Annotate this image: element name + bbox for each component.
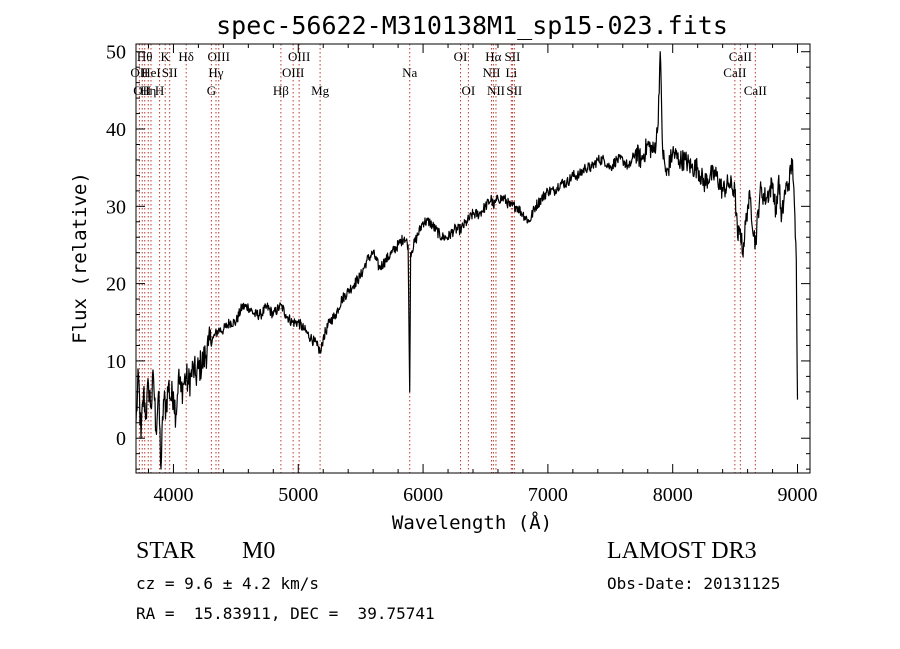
line-label-2: Hθ bbox=[137, 49, 153, 64]
line-label-15: Mg bbox=[311, 83, 330, 98]
line-label-1: OII bbox=[133, 83, 151, 98]
object-subclass: M0 bbox=[242, 538, 276, 564]
line-label-25: CaII bbox=[723, 65, 746, 80]
x-tick-label-5: 9000 bbox=[778, 484, 818, 506]
spectral-line-markers bbox=[138, 44, 756, 473]
ra-dec: RA = 15.83911, DEC = 39.75741 bbox=[136, 604, 435, 623]
line-label-7: SII bbox=[162, 65, 178, 80]
line-label-10: Hγ bbox=[208, 65, 223, 80]
line-label-3: Hη bbox=[140, 83, 156, 98]
line-label-17: OI bbox=[454, 49, 468, 64]
line-label-4: HeI bbox=[141, 65, 161, 80]
line-label-27: CaII bbox=[744, 83, 767, 98]
line-label-18: OI bbox=[462, 83, 476, 98]
line-label-9: G bbox=[207, 83, 216, 98]
line-label-19: NII bbox=[482, 65, 500, 80]
y-tick-label-4: 40 bbox=[106, 119, 126, 141]
flux-series-line bbox=[135, 51, 799, 470]
line-label-14: OIII bbox=[288, 49, 310, 64]
line-label-8: Hδ bbox=[178, 49, 194, 64]
line-label-20: Hα bbox=[485, 49, 501, 64]
y-axis-label: Flux (relative) bbox=[69, 172, 91, 344]
survey-name: LAMOST DR3 bbox=[607, 538, 757, 564]
observation-date: Obs-Date: 20131125 bbox=[607, 574, 781, 593]
line-label-6: K bbox=[161, 49, 171, 64]
x-axis-ticks: 4000 5000 6000 7000 8000 9000 bbox=[147, 44, 818, 506]
line-label-11: OIII bbox=[208, 49, 230, 64]
line-label-21: NII bbox=[487, 83, 505, 98]
line-label-26: CaII bbox=[729, 49, 752, 64]
line-label-22: Li bbox=[506, 65, 518, 80]
x-tick-label-4: 8000 bbox=[653, 484, 693, 506]
y-tick-label-0: 0 bbox=[116, 428, 126, 450]
line-label-13: OIII bbox=[282, 65, 304, 80]
x-axis-label: Wavelength (Å) bbox=[392, 511, 552, 534]
x-tick-label-0: 4000 bbox=[153, 484, 193, 506]
plot-frame bbox=[135, 43, 811, 474]
line-label-0: OII bbox=[130, 65, 148, 80]
line-label-24: SII bbox=[506, 83, 522, 98]
y-tick-label-1: 10 bbox=[106, 351, 126, 373]
object-class: STAR bbox=[136, 538, 196, 564]
line-label-5: H bbox=[155, 83, 164, 98]
x-tick-label-2: 6000 bbox=[403, 484, 443, 506]
y-axis-ticks: 0 10 20 30 40 50 bbox=[106, 42, 810, 470]
line-label-23: SII bbox=[504, 49, 520, 64]
y-tick-label-3: 30 bbox=[106, 196, 126, 218]
chart-title: spec-56622-M310138M1_sp15-023.fits bbox=[216, 11, 728, 40]
x-tick-label-3: 7000 bbox=[528, 484, 568, 506]
line-label-12: Hβ bbox=[273, 83, 289, 98]
line-label-16: Na bbox=[402, 65, 417, 80]
y-tick-label-2: 20 bbox=[106, 274, 126, 296]
redshift-cz: cz = 9.6 ± 4.2 km/s bbox=[136, 574, 320, 593]
x-tick-label-1: 5000 bbox=[278, 484, 318, 506]
spectral-line-labels: OIIOIIHθHηHeIHKSIIHδGHγOIIIHβOIIIOIIIMgN… bbox=[130, 49, 767, 98]
y-tick-label-5: 50 bbox=[106, 42, 126, 64]
